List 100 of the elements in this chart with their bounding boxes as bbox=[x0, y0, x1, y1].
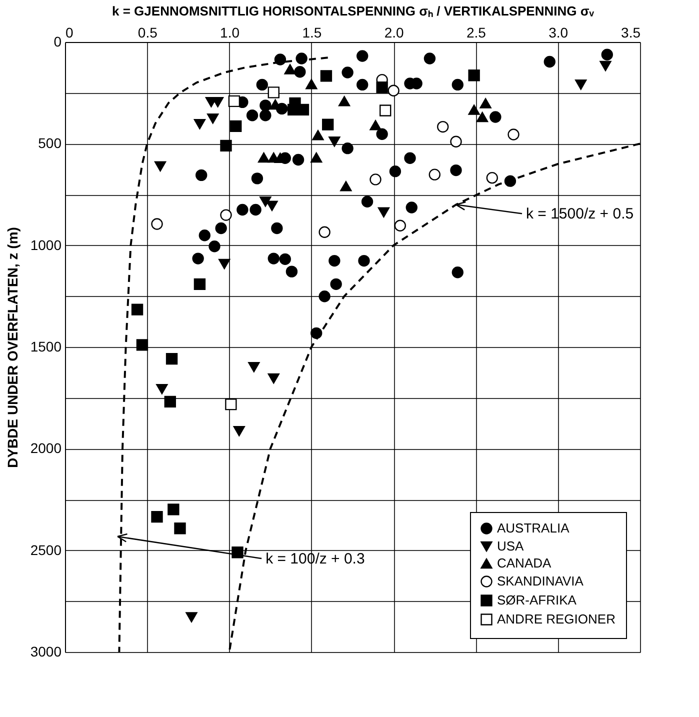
legend-label: SØR-AFRIKA bbox=[497, 592, 577, 608]
point bbox=[322, 118, 334, 130]
point bbox=[600, 60, 612, 72]
point bbox=[310, 327, 322, 340]
point bbox=[230, 120, 242, 132]
point bbox=[406, 202, 418, 214]
legend-label: AUSTRALIA bbox=[497, 520, 570, 536]
point bbox=[208, 240, 220, 252]
point bbox=[358, 254, 370, 267]
point bbox=[286, 266, 298, 278]
point bbox=[256, 78, 268, 91]
point bbox=[338, 96, 350, 106]
point bbox=[232, 546, 244, 558]
x-tick-label: 1.0 bbox=[220, 24, 240, 40]
point bbox=[476, 112, 488, 122]
point bbox=[292, 154, 304, 166]
x-axis-title: k = GJENNOMSNITTLIG HORISONTALSPENNING σₕ / VERTIKALSPENNING σᵥ bbox=[112, 4, 594, 18]
y-tick-label: 1500 bbox=[30, 338, 62, 354]
point bbox=[246, 110, 258, 122]
point bbox=[260, 100, 272, 112]
point bbox=[218, 258, 230, 270]
point bbox=[268, 86, 280, 98]
point bbox=[192, 252, 204, 264]
point bbox=[318, 290, 330, 302]
point bbox=[376, 82, 388, 94]
legend-label: USA bbox=[497, 538, 524, 554]
x-tick-label: 2.0 bbox=[384, 24, 404, 40]
point bbox=[207, 114, 219, 124]
point bbox=[310, 152, 322, 163]
point bbox=[194, 278, 206, 290]
point bbox=[328, 254, 340, 267]
point bbox=[450, 164, 462, 176]
point bbox=[194, 119, 206, 130]
point bbox=[468, 104, 480, 115]
point bbox=[370, 120, 382, 130]
x-tick-label: 3.0 bbox=[548, 24, 568, 40]
point bbox=[186, 612, 198, 622]
x-tick-label: 3.5 bbox=[621, 24, 641, 40]
point bbox=[251, 172, 264, 184]
point bbox=[268, 252, 280, 264]
y-tick-label: 1000 bbox=[30, 236, 62, 253]
point bbox=[260, 196, 272, 207]
point bbox=[294, 66, 306, 78]
point bbox=[318, 226, 330, 238]
point bbox=[220, 209, 232, 221]
point bbox=[131, 304, 144, 316]
point bbox=[452, 266, 464, 278]
point bbox=[404, 152, 416, 164]
point bbox=[248, 362, 260, 372]
legend-label: CANADA bbox=[497, 556, 552, 570]
point bbox=[220, 140, 232, 152]
point bbox=[394, 220, 406, 232]
point bbox=[260, 110, 272, 122]
x-tick-label: 0.5 bbox=[138, 24, 158, 40]
point bbox=[601, 48, 613, 60]
point bbox=[274, 54, 286, 66]
point bbox=[378, 207, 390, 218]
point bbox=[468, 70, 480, 82]
point bbox=[154, 161, 166, 172]
y-tick-label: 3000 bbox=[30, 644, 62, 660]
point bbox=[215, 222, 227, 234]
point bbox=[480, 98, 492, 108]
point bbox=[356, 50, 368, 62]
point bbox=[356, 78, 368, 91]
point bbox=[151, 510, 163, 523]
y-tick-label: 2000 bbox=[30, 440, 62, 456]
point bbox=[452, 78, 464, 91]
legend-label: ANDRE REGIONER bbox=[497, 612, 616, 626]
point bbox=[450, 136, 462, 148]
point bbox=[296, 52, 308, 64]
point bbox=[370, 174, 382, 186]
point bbox=[258, 152, 270, 163]
point bbox=[504, 175, 516, 187]
point bbox=[136, 339, 148, 351]
point bbox=[284, 64, 296, 74]
point bbox=[388, 84, 400, 96]
point bbox=[320, 70, 332, 82]
point bbox=[164, 396, 176, 408]
point bbox=[376, 128, 388, 140]
point bbox=[428, 168, 440, 180]
point bbox=[168, 504, 180, 516]
point bbox=[544, 56, 556, 68]
point bbox=[575, 80, 587, 90]
x-tick-label: 1.5 bbox=[302, 24, 322, 40]
point bbox=[198, 230, 210, 242]
point bbox=[306, 78, 318, 90]
point bbox=[361, 196, 374, 208]
x-tick-label: 0 bbox=[66, 24, 74, 40]
point bbox=[424, 52, 436, 64]
y-tick-label: 500 bbox=[38, 135, 62, 152]
point bbox=[486, 172, 498, 184]
point bbox=[340, 181, 352, 192]
point bbox=[156, 384, 168, 394]
point bbox=[233, 426, 245, 436]
point bbox=[174, 522, 186, 534]
point bbox=[236, 204, 248, 216]
point bbox=[508, 128, 520, 140]
point bbox=[437, 120, 449, 133]
y-axis-title: DYBDE UNDER OVERFLATEN, z (m) bbox=[4, 227, 20, 468]
point bbox=[250, 204, 262, 216]
